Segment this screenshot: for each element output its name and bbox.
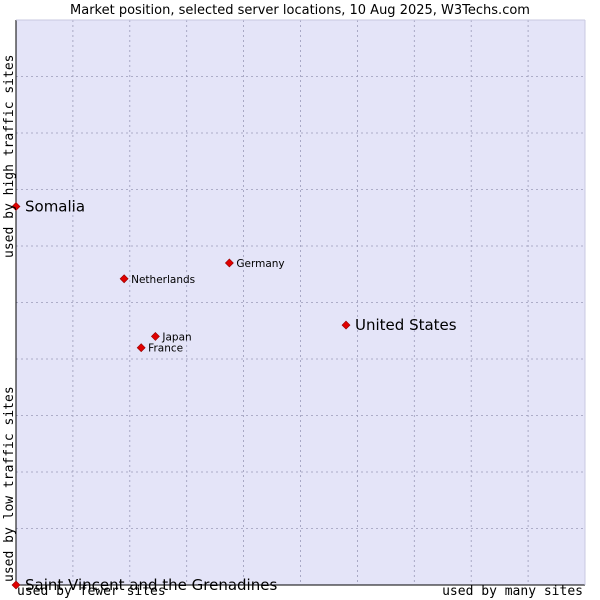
data-point-marker (224, 258, 234, 268)
data-point-label: Germany (236, 258, 284, 270)
data-point-label: Saint Vincent and the Grenadines (25, 576, 277, 594)
data-point-label: United States (355, 316, 457, 334)
data-point-label: Somalia (25, 197, 85, 215)
chart-title: Market position, selected server locatio… (70, 3, 530, 18)
data-point-label: Japan (161, 331, 191, 343)
y-axis-label-high: used by high traffic sites (2, 54, 17, 259)
data-point-marker (11, 202, 21, 211)
data-point-marker (136, 343, 146, 353)
data-point-marker (341, 320, 351, 330)
x-axis-label-high: used by many sites (442, 584, 583, 599)
data-point-marker (11, 580, 21, 590)
x-axis-label-low: used by fewer sites (17, 584, 166, 599)
y-axis-label-low: used by low traffic sites (2, 386, 17, 582)
data-point-label: Netherlands (131, 274, 195, 286)
data-point-label: France (148, 343, 183, 355)
data-point-marker (150, 331, 160, 341)
data-point-marker (119, 274, 129, 284)
